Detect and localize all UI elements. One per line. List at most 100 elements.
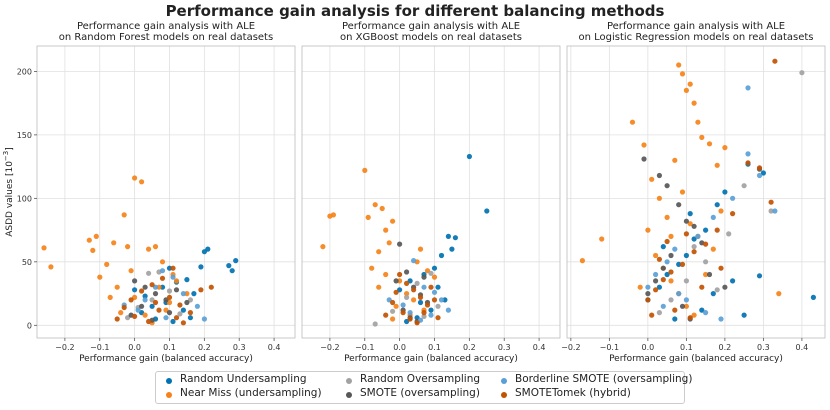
data-point bbox=[173, 287, 180, 293]
data-point bbox=[139, 288, 145, 294]
x-tick-label: −0.1 bbox=[355, 343, 374, 352]
data-point bbox=[431, 297, 438, 303]
legend: Random Undersampling Near Miss (undersamp… bbox=[155, 371, 692, 404]
data-point bbox=[579, 258, 586, 264]
data-point bbox=[649, 312, 655, 318]
data-point bbox=[421, 310, 427, 316]
data-point bbox=[149, 282, 155, 288]
data-point bbox=[400, 310, 406, 316]
x-tick-label: 0.4 bbox=[533, 343, 546, 352]
x-tick-label: 0.0 bbox=[393, 343, 406, 352]
data-point bbox=[637, 284, 643, 290]
data-point bbox=[664, 271, 670, 278]
data-point bbox=[170, 318, 176, 325]
data-point bbox=[664, 214, 670, 220]
data-point bbox=[710, 291, 716, 297]
data-point bbox=[393, 289, 399, 295]
series-near-miss-undersampling- bbox=[320, 167, 438, 322]
data-point bbox=[745, 160, 751, 166]
data-point bbox=[166, 288, 173, 294]
x-axis-label: Performance gain (balanced accuracy) bbox=[609, 354, 783, 364]
x-tick-label: 0.2 bbox=[463, 343, 476, 352]
data-point bbox=[118, 310, 124, 316]
data-point bbox=[166, 310, 173, 316]
data-point bbox=[703, 310, 709, 316]
data-point bbox=[159, 259, 166, 265]
data-point bbox=[170, 274, 176, 280]
data-point bbox=[653, 271, 659, 278]
series-random-undersampling bbox=[645, 161, 817, 322]
data-point bbox=[386, 240, 392, 246]
data-point bbox=[383, 227, 389, 233]
data-point bbox=[198, 287, 204, 293]
data-point bbox=[703, 227, 709, 233]
data-point bbox=[132, 313, 138, 319]
x-tick-label: −0.2 bbox=[561, 343, 580, 352]
data-point bbox=[393, 303, 399, 309]
data-point bbox=[390, 316, 396, 322]
figure-title: Performance gain analysis for different … bbox=[166, 2, 665, 20]
data-point bbox=[672, 316, 678, 322]
legend-label: Random Oversampling bbox=[360, 373, 481, 385]
data-point bbox=[93, 233, 99, 239]
data-point bbox=[649, 176, 655, 182]
data-point bbox=[756, 172, 763, 179]
data-point bbox=[41, 245, 47, 251]
series-borderline-smote-oversampling- bbox=[121, 268, 207, 322]
data-point bbox=[730, 211, 736, 217]
data-point bbox=[163, 315, 169, 321]
legend-marker bbox=[346, 392, 352, 398]
data-point bbox=[676, 261, 682, 267]
data-point bbox=[184, 299, 190, 306]
data-point bbox=[656, 256, 663, 262]
data-point bbox=[435, 303, 441, 309]
x-tick-label: −0.1 bbox=[90, 343, 109, 352]
data-point bbox=[484, 208, 490, 214]
data-point bbox=[756, 165, 763, 171]
data-point bbox=[683, 231, 690, 237]
data-point bbox=[411, 258, 417, 264]
data-point bbox=[741, 183, 747, 189]
data-point bbox=[180, 307, 186, 313]
data-point bbox=[397, 271, 403, 278]
y-tick-label: 50 bbox=[22, 258, 32, 267]
data-point bbox=[745, 85, 751, 91]
legend-label: Borderline SMOTE (oversampling) bbox=[515, 373, 693, 385]
x-axis-label: Performance gain (balanced accuracy) bbox=[344, 354, 518, 364]
data-point bbox=[641, 142, 647, 148]
data-point bbox=[152, 291, 159, 297]
data-point bbox=[714, 227, 720, 233]
data-point bbox=[672, 157, 678, 163]
x-tick-label: 0.0 bbox=[641, 343, 654, 352]
legend-label: SMOTE (oversampling) bbox=[360, 387, 480, 399]
series-random-oversampling bbox=[656, 70, 805, 316]
data-point bbox=[691, 223, 697, 229]
data-point bbox=[776, 291, 782, 297]
data-point bbox=[390, 308, 396, 314]
data-point bbox=[660, 277, 666, 283]
data-point bbox=[233, 258, 239, 264]
data-point bbox=[177, 302, 183, 308]
data-point bbox=[664, 238, 670, 245]
series-random-oversampling bbox=[372, 270, 441, 327]
series-near-miss-undersampling- bbox=[41, 175, 190, 326]
data-point bbox=[173, 315, 180, 321]
data-point bbox=[201, 249, 207, 255]
data-point bbox=[656, 310, 663, 316]
data-point bbox=[695, 233, 701, 239]
data-point bbox=[645, 291, 651, 297]
data-point bbox=[97, 274, 103, 280]
data-point bbox=[668, 297, 674, 303]
data-point bbox=[208, 284, 214, 290]
data-point bbox=[152, 244, 159, 250]
data-point bbox=[320, 244, 326, 250]
data-point bbox=[48, 264, 54, 270]
series-smotetomek-hybrid- bbox=[383, 271, 441, 326]
data-point bbox=[417, 299, 424, 306]
data-point bbox=[683, 252, 690, 259]
data-point bbox=[114, 316, 120, 322]
data-point bbox=[404, 291, 410, 297]
